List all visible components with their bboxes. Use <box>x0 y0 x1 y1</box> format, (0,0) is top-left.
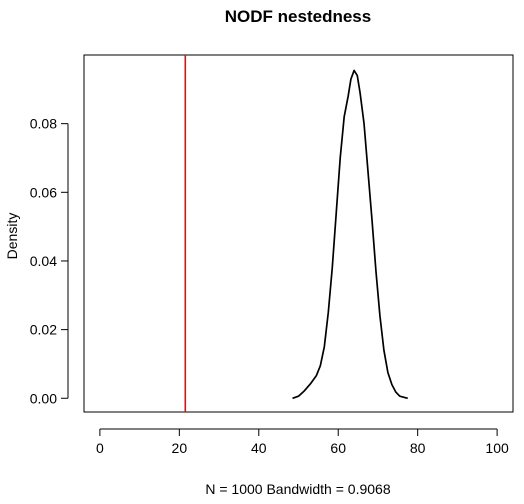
y-axis: 0.00 0.02 0.04 0.06 0.08 <box>30 116 69 406</box>
x-tick-label: 60 <box>330 440 346 456</box>
y-tick-label: 0.08 <box>30 116 57 132</box>
plot-layer <box>184 55 408 412</box>
x-tick-label: 20 <box>172 440 188 456</box>
x-axis-label: N = 1000 Bandwidth = 0.9068 <box>205 481 390 497</box>
plot-frame <box>83 54 514 413</box>
x-tick-label: 0 <box>96 440 104 456</box>
chart-title: NODF nestedness <box>225 7 371 26</box>
y-axis-label: Density <box>4 213 20 260</box>
x-axis: 0 20 40 60 80 100 <box>96 428 509 456</box>
density-curve <box>292 69 408 400</box>
y-tick-label: 0.04 <box>30 253 57 269</box>
y-tick-label: 0.00 <box>30 390 57 406</box>
y-tick-label: 0.02 <box>30 322 57 338</box>
x-tick-label: 40 <box>251 440 267 456</box>
x-tick-label: 100 <box>485 440 509 456</box>
x-tick-label: 80 <box>410 440 426 456</box>
y-tick-label: 0.06 <box>30 184 57 200</box>
